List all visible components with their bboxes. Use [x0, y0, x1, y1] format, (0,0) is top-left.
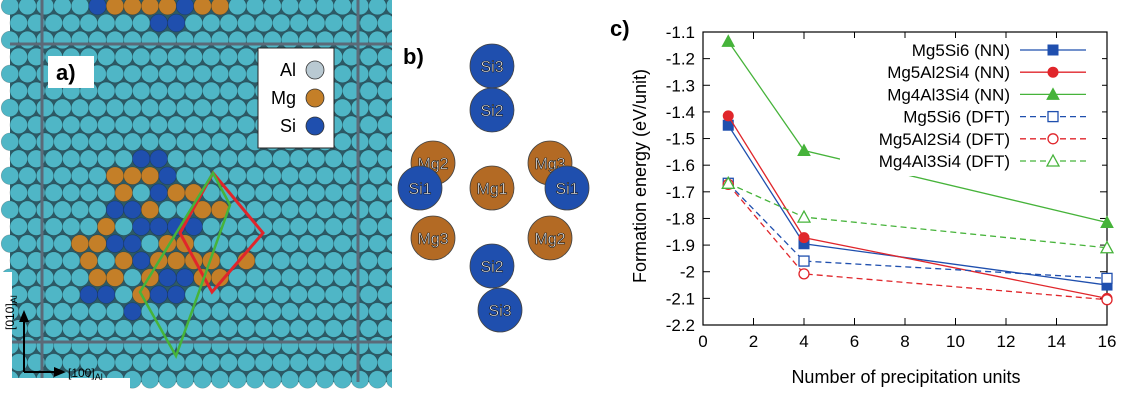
x-tick-label: 4	[799, 332, 808, 351]
series-3	[722, 177, 1113, 285]
crystal-axes: [010]Al [100]Al	[0, 272, 130, 394]
formation-energy-chart: c) 0 2 4 6 8 10 12 14 16 -1.1 -1.2 -1.3 -1.4 -1.5 -1.6…	[610, 16, 1117, 387]
axis-label-100: [100]Al	[68, 366, 103, 382]
data-point	[1047, 44, 1059, 56]
atom-label: Mg2	[534, 231, 565, 248]
y-tick-label: -2.1	[666, 289, 695, 308]
atom-label: Si2	[480, 103, 503, 120]
chart-axes: 0 2 4 6 8 10 12 14 16 -1.1 -1.2 -1.3 -1.4 -1.5 -1.6 -1.…	[666, 23, 1117, 351]
data-point	[1047, 110, 1059, 123]
legend-entry-label: Mg5Al2Si4 (DFT)	[879, 130, 1010, 149]
series-2	[721, 34, 1114, 228]
atom-mg1	[469, 165, 515, 211]
series-line	[727, 182, 1108, 280]
x-axis-label: Number of precipitation units	[791, 367, 1020, 387]
data-point	[1101, 272, 1113, 285]
data-point	[1100, 215, 1114, 228]
data-point	[1047, 66, 1059, 78]
atom-label: Si1	[555, 181, 578, 198]
arrow-right-icon	[54, 367, 66, 377]
y-tick-label: -2	[680, 263, 695, 282]
atom-label: Si3	[488, 303, 511, 320]
x-tick-label: 0	[698, 332, 707, 351]
panel-b-label: b)	[403, 44, 424, 69]
legend-entry-label: Mg5Si6 (NN)	[912, 41, 1010, 60]
atom-si2	[469, 243, 515, 289]
data-point	[798, 232, 810, 244]
panel-a-label: a)	[56, 60, 76, 85]
chart-legend: Mg5Si6 (NN) Mg5Al2Si4 (NN) Mg4Al3Si4 (NN) M…	[840, 38, 1102, 176]
legend-label-mg: Mg	[271, 88, 296, 108]
x-tick-label: 10	[946, 332, 965, 351]
panel-c-label: c)	[610, 16, 630, 41]
legend-swatch-al	[305, 60, 325, 80]
atom-si3	[477, 287, 523, 333]
atom-label: Mg3	[417, 231, 448, 248]
y-tick-label: -1.2	[666, 50, 695, 69]
atomic-structure-image: Al Mg Si a) [010]Al [100]Al	[0, 0, 392, 394]
y-tick-label: -1.7	[666, 183, 695, 202]
y-tick-label: -1.8	[666, 209, 695, 228]
arrow-up-icon	[19, 310, 29, 322]
data-point	[1046, 87, 1060, 100]
x-tick-label: 16	[1098, 332, 1117, 351]
x-tick-label: 12	[997, 332, 1016, 351]
y-tick-label: -1.1	[666, 23, 695, 42]
series-5	[721, 175, 1115, 254]
y-tick-label: -1.6	[666, 156, 695, 175]
atom-label: Si2	[480, 259, 503, 276]
legend-swatch-si	[305, 116, 325, 136]
atom-mg2	[527, 215, 573, 261]
data-point	[798, 268, 810, 280]
unit-cell-outlines	[138, 170, 265, 360]
atom-si1	[544, 165, 590, 211]
data-point	[1045, 153, 1061, 167]
y-tick-label: -1.3	[666, 76, 695, 95]
atom-mg3	[410, 215, 456, 261]
legend-label-al: Al	[280, 60, 296, 80]
y-axis-label: Formation energy (eV/unit)	[630, 69, 650, 283]
data-point	[722, 110, 734, 122]
element-legend: Al Mg Si	[257, 47, 335, 149]
series-line	[727, 182, 1108, 249]
atom-label: Mg1	[476, 181, 507, 198]
chart-series	[721, 34, 1115, 306]
data-point	[797, 143, 811, 157]
legend-label-si: Si	[280, 116, 296, 136]
x-tick-label: 14	[1047, 332, 1066, 351]
legend-entry-label: Mg5Al2Si4 (NN)	[887, 63, 1010, 82]
atom-label: Si3	[480, 59, 503, 76]
x-tick-label: 6	[850, 332, 859, 351]
legend-entry-label: Mg5Si6 (DFT)	[903, 108, 1010, 127]
y-tick-label: -1.9	[666, 236, 695, 255]
supercell-boundaries	[10, 0, 392, 382]
y-tick-label: -2.2	[666, 316, 695, 335]
data-point	[796, 209, 812, 223]
atom-label: Si1	[408, 181, 431, 198]
x-tick-label: 2	[749, 332, 758, 351]
data-point	[1101, 294, 1113, 306]
y-tick-label: -1.5	[666, 130, 695, 149]
axis-label-010: [010]Al	[3, 295, 19, 330]
atom-si2	[469, 87, 515, 133]
legend-swatch-mg	[305, 88, 325, 108]
x-tick-label: 8	[900, 332, 909, 351]
data-point	[798, 255, 810, 267]
data-point	[1099, 240, 1115, 254]
legend-entry-label: Mg4Al3Si4 (NN)	[887, 85, 1010, 104]
data-point	[721, 34, 736, 47]
legend-entry-label: Mg4Al3Si4 (DFT)	[879, 152, 1010, 171]
y-tick-label: -1.4	[666, 103, 695, 122]
data-point	[1047, 133, 1059, 145]
data-point	[721, 175, 736, 189]
atom-si1	[397, 165, 443, 211]
